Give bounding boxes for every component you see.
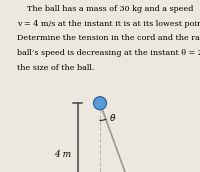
Text: Determine the tension in the cord and the rate at which the: Determine the tension in the cord and th…	[17, 34, 200, 42]
Text: the size of the ball.: the size of the ball.	[17, 64, 95, 72]
Text: $\theta$: $\theta$	[109, 112, 117, 123]
Text: 4 m: 4 m	[54, 150, 71, 159]
Circle shape	[93, 97, 107, 110]
Text: ball’s speed is decreasing at the instant θ = 20°. Neglect: ball’s speed is decreasing at the instan…	[17, 49, 200, 57]
Text: v = 4 m/s at the instant it is at its lowest point, θ = 0°.: v = 4 m/s at the instant it is at its lo…	[17, 20, 200, 28]
Text: The ball has a mass of 30 kg and a speed: The ball has a mass of 30 kg and a speed	[17, 5, 194, 13]
